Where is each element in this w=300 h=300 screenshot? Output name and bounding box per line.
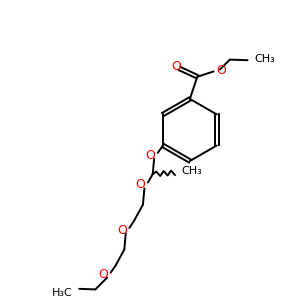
Text: O: O bbox=[146, 149, 155, 162]
Text: CH₃: CH₃ bbox=[182, 167, 202, 176]
Text: O: O bbox=[136, 178, 146, 191]
Text: O: O bbox=[98, 268, 108, 281]
Text: CH₃: CH₃ bbox=[255, 54, 275, 64]
Text: O: O bbox=[171, 60, 181, 73]
Text: O: O bbox=[117, 224, 127, 237]
Text: O: O bbox=[217, 64, 226, 77]
Text: H₃C: H₃C bbox=[52, 288, 73, 298]
